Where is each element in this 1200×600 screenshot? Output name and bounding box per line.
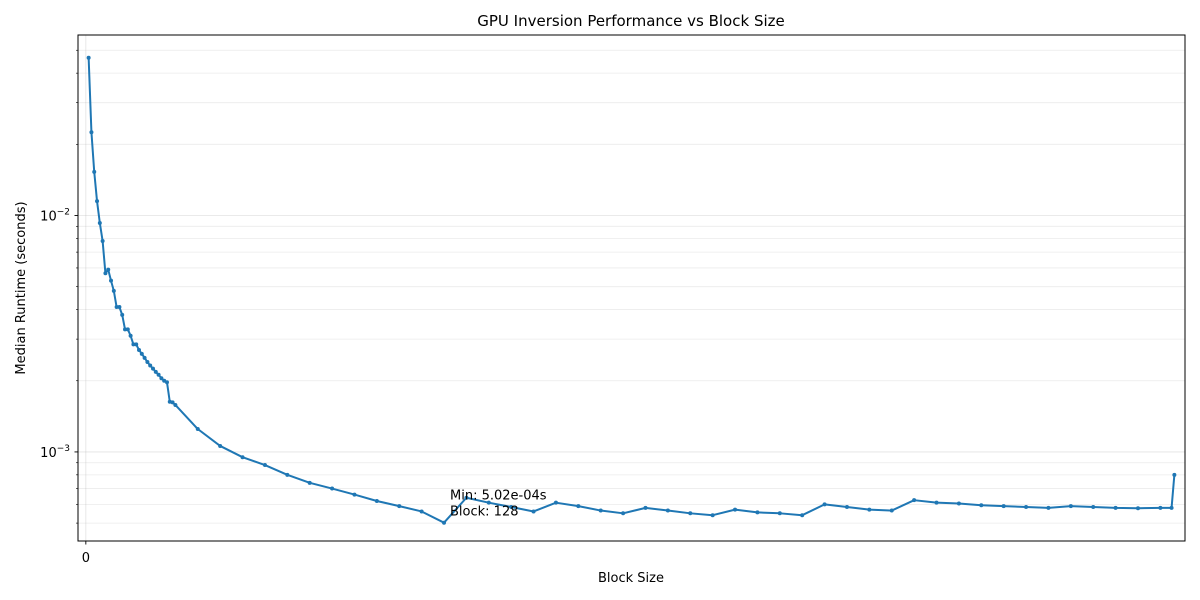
y-tick-label-exponent: −2 bbox=[57, 207, 70, 217]
data-point bbox=[934, 500, 939, 505]
data-point bbox=[912, 498, 917, 503]
data-point bbox=[1158, 505, 1163, 510]
data-point bbox=[1001, 504, 1006, 509]
data-point bbox=[1046, 505, 1051, 510]
data-point bbox=[170, 400, 175, 405]
data-point bbox=[464, 495, 469, 500]
data-point bbox=[531, 509, 536, 514]
data-point bbox=[352, 492, 357, 497]
y-tick-label-exponent: −3 bbox=[57, 444, 70, 454]
data-point bbox=[733, 507, 738, 512]
data-point bbox=[956, 501, 961, 506]
data-point bbox=[123, 327, 128, 332]
y-tick-label-base: 10 bbox=[40, 209, 57, 224]
data-point bbox=[486, 500, 491, 505]
data-point bbox=[103, 271, 108, 276]
data-point bbox=[89, 130, 94, 135]
data-point bbox=[173, 402, 178, 407]
data-point bbox=[150, 366, 155, 371]
data-point bbox=[710, 513, 715, 518]
data-point bbox=[822, 502, 827, 507]
series-layer bbox=[86, 55, 1177, 525]
data-point bbox=[621, 511, 626, 516]
data-point bbox=[509, 504, 514, 509]
y-axis-label: Median Runtime (seconds) bbox=[14, 201, 29, 374]
data-point bbox=[125, 327, 130, 332]
data-point bbox=[134, 342, 139, 347]
x-axis-label: Block Size bbox=[598, 571, 664, 586]
data-point bbox=[195, 427, 200, 432]
data-point bbox=[330, 486, 335, 491]
data-point bbox=[1068, 504, 1073, 509]
data-point bbox=[844, 504, 849, 509]
data-point bbox=[800, 513, 805, 518]
data-point bbox=[442, 520, 447, 525]
data-point bbox=[156, 372, 161, 377]
grid bbox=[78, 35, 1185, 541]
chart-title: GPU Inversion Performance vs Block Size bbox=[477, 12, 784, 30]
data-point bbox=[979, 503, 984, 508]
y-tick-label: 10−3 bbox=[40, 444, 70, 461]
data-point bbox=[137, 347, 142, 352]
plot-frame bbox=[77, 34, 1186, 542]
data-point bbox=[145, 360, 150, 365]
data-point bbox=[106, 267, 111, 272]
data-point bbox=[643, 505, 648, 510]
data-point bbox=[120, 312, 125, 317]
tick-layer: 10−310−20 bbox=[40, 49, 90, 566]
annotation-block-text: Block: 128 bbox=[450, 505, 518, 520]
data-point bbox=[598, 508, 603, 513]
data-point bbox=[97, 220, 102, 225]
data-point bbox=[1024, 504, 1029, 509]
data-point bbox=[1172, 472, 1177, 477]
data-point bbox=[1169, 505, 1174, 510]
y-tick-label: 10−2 bbox=[40, 207, 70, 224]
data-point bbox=[117, 305, 122, 310]
data-point bbox=[755, 510, 760, 515]
data-point bbox=[153, 369, 158, 374]
data-point bbox=[139, 351, 144, 356]
data-point bbox=[92, 169, 97, 174]
data-point bbox=[100, 239, 105, 244]
data-point bbox=[285, 472, 290, 477]
y-tick-label-base: 10 bbox=[40, 446, 57, 461]
data-point bbox=[128, 333, 133, 338]
data-point bbox=[889, 508, 894, 513]
data-point bbox=[131, 342, 136, 347]
data-point bbox=[148, 363, 153, 368]
data-point bbox=[240, 455, 245, 460]
data-point bbox=[576, 504, 581, 509]
data-point bbox=[688, 511, 693, 516]
data-point bbox=[867, 507, 872, 512]
data-point bbox=[665, 508, 670, 513]
data-point bbox=[111, 288, 116, 293]
x-tick-label: 0 bbox=[82, 551, 90, 566]
data-point bbox=[218, 443, 223, 448]
data-point bbox=[553, 500, 558, 505]
data-point bbox=[419, 509, 424, 514]
data-point bbox=[777, 511, 782, 516]
data-point bbox=[374, 499, 379, 504]
data-point bbox=[142, 355, 147, 360]
data-point bbox=[109, 278, 114, 283]
data-point bbox=[1091, 504, 1096, 509]
data-point bbox=[1113, 505, 1118, 510]
data-point bbox=[114, 305, 119, 310]
data-point bbox=[1135, 506, 1140, 511]
data-point bbox=[86, 55, 91, 60]
annotation-min-text: Min: 5.02e-04s bbox=[450, 489, 547, 504]
data-point bbox=[159, 376, 164, 381]
data-point bbox=[307, 480, 312, 485]
data-point bbox=[95, 199, 100, 204]
data-point bbox=[262, 463, 267, 468]
min-annotation: Min: 5.02e-04s Block: 128 bbox=[450, 489, 547, 520]
data-point bbox=[164, 380, 169, 385]
series-line bbox=[87, 57, 1176, 524]
data-point bbox=[397, 504, 402, 509]
